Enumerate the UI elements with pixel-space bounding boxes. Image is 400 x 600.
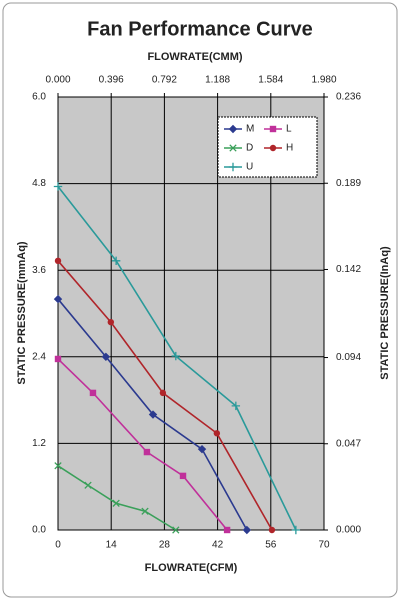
legend-label: D: [246, 143, 253, 154]
legend-label: H: [286, 143, 293, 154]
y-tick-label: 2.4: [32, 351, 46, 362]
y-tick-label: 1.2: [32, 438, 46, 449]
marker: [159, 389, 167, 397]
y2-axis-label: STATIC PRESSURE(InAq): [379, 246, 391, 380]
marker: [101, 352, 111, 361]
marker: [291, 525, 301, 535]
marker: [172, 526, 180, 534]
marker: [228, 162, 238, 172]
x-tick-label: 70: [318, 540, 330, 551]
x2-axis-label: FLOWRATE(CMM): [147, 51, 242, 63]
x2-tick-label: 0.396: [99, 75, 124, 86]
marker: [84, 481, 92, 489]
marker: [179, 472, 187, 480]
y-tick-label: 4.8: [32, 178, 46, 189]
y-tick-label: 0.0: [32, 525, 46, 536]
marker: [54, 462, 62, 470]
x-tick-label: 56: [265, 540, 277, 551]
x2-tick-label: 0.000: [45, 75, 70, 86]
marker: [223, 526, 231, 534]
y-tick-label: 3.6: [32, 265, 46, 276]
x2-tick-label: 0.792: [152, 75, 177, 86]
y-tick-label: 6.0: [32, 92, 46, 103]
y2-tick-label: 0.047: [336, 438, 361, 449]
marker: [268, 526, 276, 534]
marker: [213, 430, 221, 437]
x-tick-label: 0: [55, 540, 61, 551]
marker: [229, 144, 237, 152]
x-tick-label: 14: [106, 540, 118, 551]
marker: [53, 294, 63, 304]
marker: [112, 499, 120, 507]
marker: [111, 256, 121, 266]
marker: [269, 144, 277, 152]
legend-label: L: [286, 124, 292, 135]
marker: [141, 507, 149, 515]
legend-label: U: [246, 162, 253, 173]
marker: [197, 444, 207, 454]
marker: [54, 355, 62, 363]
x-axis-label: FLOWRATE(CFM): [145, 562, 238, 574]
x-tick-label: 42: [212, 540, 224, 551]
chart-title: Fan Performance Curve: [87, 18, 313, 40]
marker: [242, 525, 252, 535]
y2-tick-label: 0.142: [336, 264, 361, 275]
y2-tick-label: 0.000: [336, 525, 361, 536]
legend-label: M: [246, 124, 254, 135]
y2-tick-label: 0.189: [336, 178, 361, 189]
y2-tick-label: 0.236: [336, 92, 361, 103]
y2-tick-label: 0.094: [336, 352, 361, 363]
x2-tick-label: 1.188: [205, 75, 230, 86]
marker: [171, 351, 180, 361]
marker: [231, 401, 241, 411]
x2-tick-label: 1.584: [258, 75, 283, 86]
marker: [269, 125, 277, 133]
x2-tick-label: 1.980: [311, 75, 336, 86]
marker: [143, 448, 151, 456]
x-tick-label: 28: [159, 540, 171, 551]
y-axis-label: STATIC PRESSURE(mmAq): [16, 241, 28, 385]
plot-border: [57, 96, 325, 531]
marker: [148, 410, 158, 419]
marker: [54, 257, 62, 265]
marker: [53, 182, 63, 191]
marker: [89, 389, 97, 397]
marker: [107, 318, 115, 326]
marker: [228, 124, 238, 134]
